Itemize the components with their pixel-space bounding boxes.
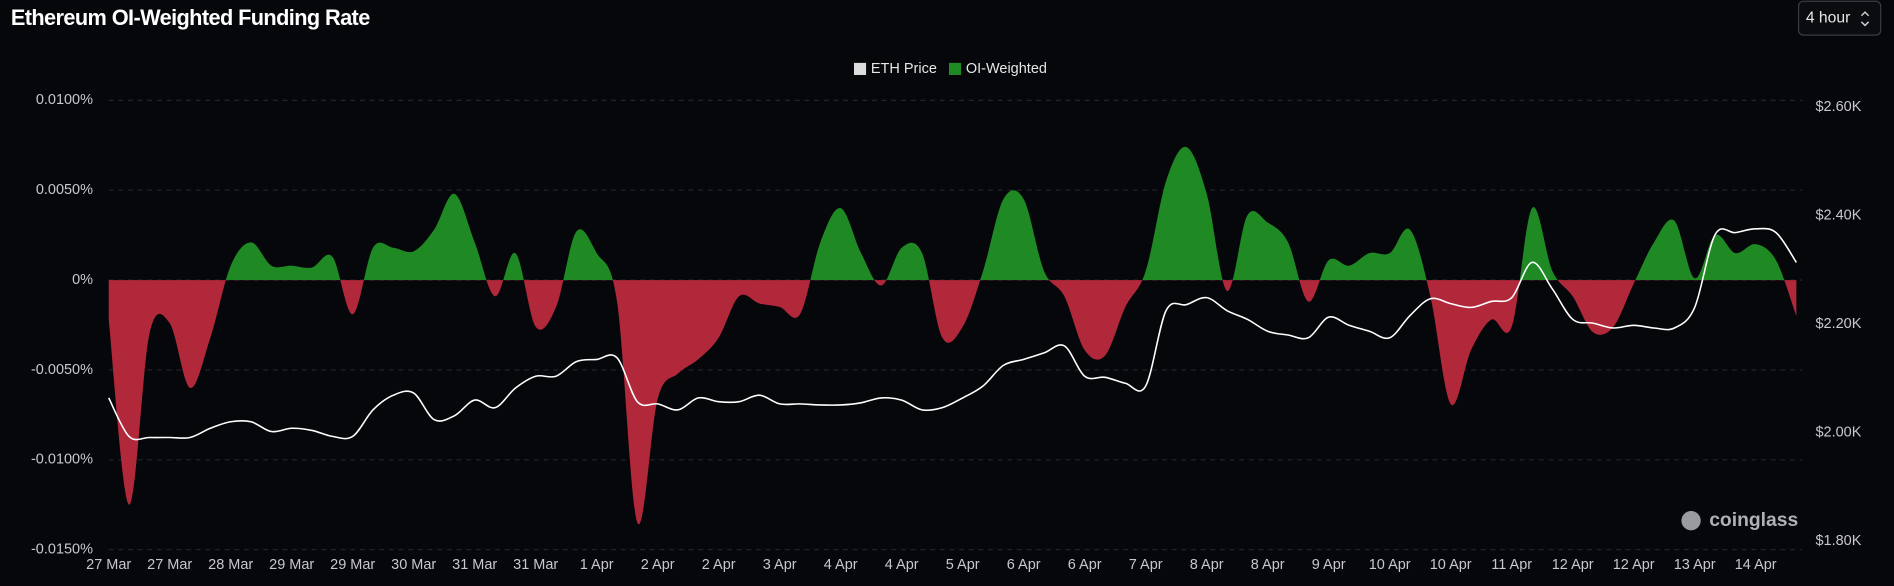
x-tick-label: 29 Mar [330,557,375,573]
select-box[interactable] [1797,0,1882,36]
x-tick-label: 12 Apr [1613,557,1655,573]
price-line [108,227,1798,441]
x-tick-label: 8 Apr [1190,557,1224,573]
x-tick-label: 29 Mar [269,557,314,573]
x-tick-label: 3 Apr [763,557,797,573]
select-chevron [1860,11,1870,27]
x-tick-label: 9 Apr [1312,557,1346,573]
watermark-text: coinglass [1709,510,1798,531]
watermark: coinglass [1681,510,1798,531]
watermark-icon [1681,511,1701,531]
x-tick-label: 14 Apr [1735,557,1777,573]
x-tick-label: 10 Apr [1369,557,1411,573]
y2-tick-label: $1.80K [1815,533,1861,549]
x-tick-label: 5 Apr [946,557,980,573]
x-tick-label: 13 Apr [1674,557,1716,573]
funding-area [108,146,1797,525]
y2-tick-label: $2.40K [1815,208,1861,224]
y-tick-label: -0.0100% [31,452,93,468]
legend: ETH Price OI-Weighted [853,61,1047,77]
y-tick-label: -0.0050% [31,362,93,378]
y-tick-label: 0.0100% [36,92,93,108]
x-tick-label: 7 Apr [1129,557,1163,573]
x-tick-label: 4 Apr [885,557,919,573]
x-tick-label: 31 Mar [452,557,497,573]
x-tick-label: 31 Mar [513,557,558,573]
x-tick-label: 28 Mar [208,557,253,573]
x-tick-label: 10 Apr [1430,557,1472,573]
x-tick-label: 8 Apr [1251,557,1285,573]
x-tick-label: 4 Apr [824,557,858,573]
y-tick-label: 0.0050% [36,182,93,198]
x-tick-label: 2 Apr [702,557,736,573]
x-tick-label: 11 Apr [1491,557,1532,573]
legend-swatch [948,62,962,75]
x-tick-label: 12 Apr [1552,557,1594,573]
x-tick-label: 6 Apr [1068,557,1102,573]
legend-swatch [853,62,867,75]
legend-label: OI-Weighted [966,61,1047,77]
y-tick-label: 0% [72,272,93,288]
y-tick-label: -0.0150% [31,542,93,558]
legend-label: ETH Price [871,61,937,77]
chart-title: Ethereum OI-Weighted Funding Rate [11,5,370,30]
interval-select[interactable]: 4 hour [1797,0,1882,36]
x-tick-label: 2 Apr [641,557,675,573]
x-tick-label: 30 Mar [391,557,436,573]
x-tick-label: 1 Apr [580,557,614,573]
x-tick-label: 27 Mar [147,557,192,573]
y2-tick-label: $2.20K [1815,316,1861,332]
y2-tick-label: $2.00K [1815,424,1861,440]
select-label[interactable]: 4 hour [1806,9,1850,26]
x-tick-label: 6 Apr [1007,557,1041,573]
y2-tick-label: $2.60K [1815,99,1861,115]
x-tick-label: 27 Mar [86,557,131,573]
